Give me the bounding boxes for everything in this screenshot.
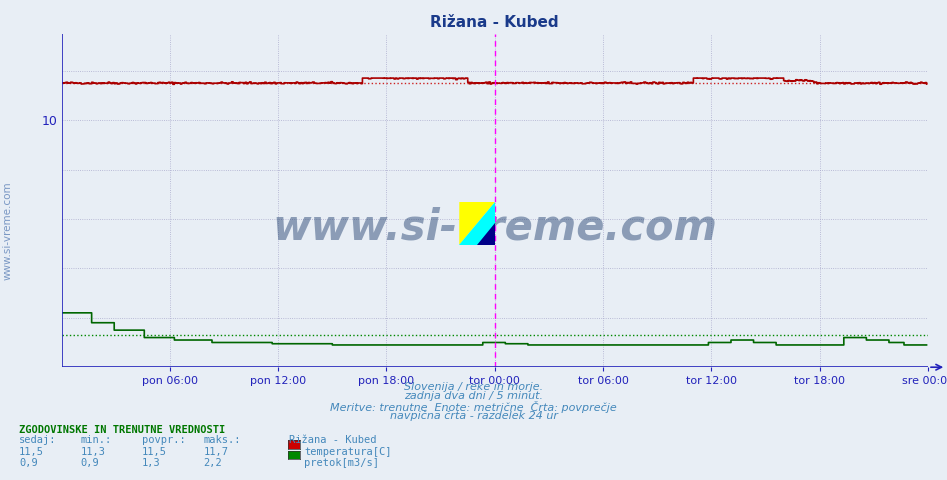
Polygon shape [459,202,495,245]
Text: navpična črta - razdelek 24 ur: navpična črta - razdelek 24 ur [389,410,558,421]
Text: Meritve: trenutne  Enote: metrične  Črta: povprečje: Meritve: trenutne Enote: metrične Črta: … [331,401,616,413]
Text: 11,3: 11,3 [80,447,105,457]
Text: 0,9: 0,9 [80,458,99,468]
Text: maks.:: maks.: [204,435,241,445]
Text: pretok[m3/s]: pretok[m3/s] [304,458,379,468]
Polygon shape [477,223,495,245]
Text: 1,3: 1,3 [142,458,161,468]
Text: zadnja dva dni / 5 minut.: zadnja dva dni / 5 minut. [404,391,543,401]
Text: povpr.:: povpr.: [142,435,186,445]
Text: min.:: min.: [80,435,112,445]
Text: 11,7: 11,7 [204,447,228,457]
Text: sedaj:: sedaj: [19,435,57,445]
Text: ZGODOVINSKE IN TRENUTNE VREDNOSTI: ZGODOVINSKE IN TRENUTNE VREDNOSTI [19,425,225,435]
Text: Rižana - Kubed: Rižana - Kubed [289,435,376,445]
Text: 11,5: 11,5 [142,447,167,457]
Text: 2,2: 2,2 [204,458,223,468]
Text: www.si-vreme.com: www.si-vreme.com [273,206,717,248]
Text: Slovenija / reke in morje.: Slovenija / reke in morje. [404,382,543,392]
Text: 11,5: 11,5 [19,447,44,457]
Title: Rižana - Kubed: Rižana - Kubed [431,15,559,30]
Text: temperatura[C]: temperatura[C] [304,447,391,457]
Text: www.si-vreme.com: www.si-vreme.com [3,181,12,280]
Polygon shape [459,202,495,245]
Text: 0,9: 0,9 [19,458,38,468]
